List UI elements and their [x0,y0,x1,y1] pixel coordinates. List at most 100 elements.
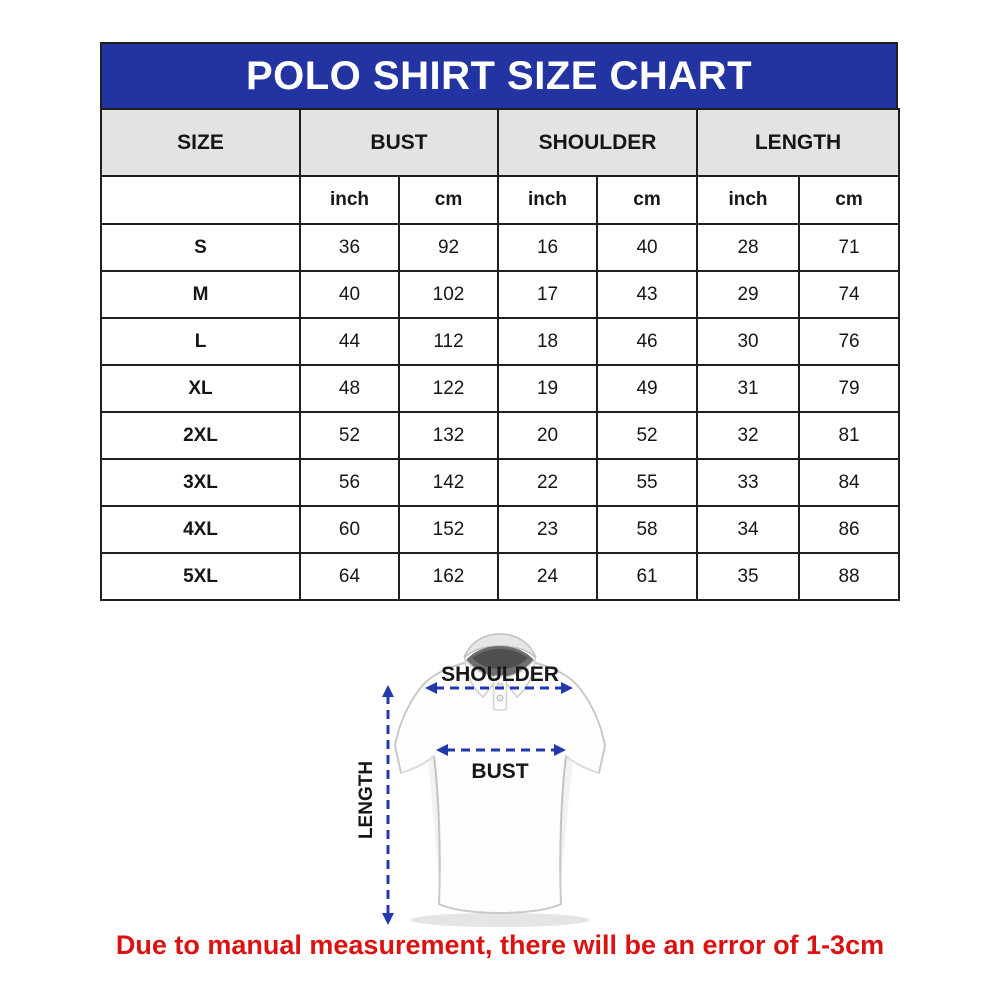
bust-arrowhead-left [436,744,448,756]
shirt-shadow [410,913,590,927]
table-cell: 71 [798,223,901,272]
collar-flap-left [464,658,499,698]
table-cell: 79 [798,364,901,413]
shoulder-measure-label: SHOULDER [441,663,559,686]
col-header-length: LENGTH [696,108,901,177]
table-row-2xl: 2XL 52 132 20 52 32 81 [100,411,901,460]
col-header-shoulder: SHOULDER [497,108,699,177]
table-cell: 102 [397,270,500,319]
table-cell: 36 [299,223,400,272]
table-cell: 46 [596,317,699,366]
table-row-3xl: 3XL 56 142 22 55 33 84 [100,458,901,507]
table-cell: 88 [798,552,901,601]
table-cell: 24 [497,552,599,601]
size-label: XL [100,364,301,413]
table-cell: 40 [299,270,400,319]
table-cell: 81 [798,411,901,460]
table-cell: 76 [798,317,901,366]
unit-shoulder-inch: inch [497,175,599,225]
table-cell: 31 [696,364,801,413]
table-row-l: L 44 112 18 46 30 76 [100,317,901,366]
table-cell: 22 [497,458,599,507]
table-cell: 52 [299,411,400,460]
table-cell: 64 [299,552,400,601]
placket [492,675,508,711]
table-row-xl: XL 48 122 19 49 31 79 [100,364,901,413]
unit-bust-cm: cm [397,175,500,225]
table-cell: 142 [397,458,500,507]
table-cell: 162 [397,552,500,601]
table-cell: 61 [596,552,699,601]
table-row-s: S 36 92 16 40 28 71 [100,223,901,272]
table-cell: 86 [798,505,901,554]
size-label: 4XL [100,505,301,554]
table-cell: 132 [397,411,500,460]
table-cell: 32 [696,411,801,460]
chart-title-bar: POLO SHIRT SIZE CHART [100,42,898,110]
table-cell: 152 [397,505,500,554]
size-label: L [100,317,301,366]
table-row-4xl: 4XL 60 152 23 58 34 86 [100,505,901,554]
table-cell: 40 [596,223,699,272]
table-cell: 58 [596,505,699,554]
table-cell: 28 [696,223,801,272]
shirt-shade-right [560,756,573,876]
table-cell: 19 [497,364,599,413]
bust-measure-label: BUST [471,760,528,783]
size-label: 5XL [100,552,301,601]
table-cell: 43 [596,270,699,319]
table-cell: 56 [299,458,400,507]
size-table: SIZE BUST SHOULDER LENGTH inch cm inch c… [100,108,901,601]
group-header-row: SIZE BUST SHOULDER LENGTH [100,108,901,177]
size-label: M [100,270,301,319]
table-cell: 44 [299,317,400,366]
button-bottom [496,694,504,702]
table-cell: 49 [596,364,699,413]
table-cell: 84 [798,458,901,507]
length-arrowhead-bottom [382,913,394,925]
table-cell: 55 [596,458,699,507]
unit-shoulder-cm: cm [596,175,699,225]
table-cell: 23 [497,505,599,554]
sleeve-hem-right [565,755,600,774]
table-cell: 48 [299,364,400,413]
table-cell: 52 [596,411,699,460]
table-cell: 30 [696,317,801,366]
unit-blank-cell [100,175,301,225]
length-measure-label: LENGTH [356,761,377,839]
size-label: S [100,223,301,272]
unit-header-row: inch cm inch cm inch cm [100,175,901,225]
unit-length-inch: inch [696,175,801,225]
unit-bust-inch: inch [299,175,400,225]
table-cell: 35 [696,552,801,601]
shirt-shade-left [428,756,440,876]
unit-length-cm: cm [798,175,901,225]
table-cell: 16 [497,223,599,272]
table-row-m: M 40 102 17 43 29 74 [100,270,901,319]
table-cell: 18 [497,317,599,366]
measurement-arrows [382,682,573,925]
table-cell: 33 [696,458,801,507]
col-header-size: SIZE [100,108,301,177]
table-cell: 29 [696,270,801,319]
sleeve-hem-left [400,755,435,774]
table-cell: 20 [497,411,599,460]
measurement-note: Due to manual measurement, there will be… [115,930,885,960]
table-cell: 74 [798,270,901,319]
table-cell: 60 [299,505,400,554]
polo-shirt-illustration [394,633,606,914]
table-cell: 92 [397,223,500,272]
neck-opening-inner [472,649,528,669]
table-cell: 112 [397,317,500,366]
size-label: 2XL [100,411,301,460]
length-arrowhead-top [382,685,394,697]
shoulder-arrowhead-right [561,682,573,694]
table-cell: 17 [497,270,599,319]
table-row-5xl: 5XL 64 162 24 61 35 88 [100,552,901,601]
measurement-diagram: SHOULDER BUST LENGTH [356,633,606,927]
table-cell: 34 [696,505,801,554]
col-header-bust: BUST [298,108,500,177]
page-title: POLO SHIRT SIZE CHART [245,53,753,98]
table-cell: 122 [397,364,500,413]
